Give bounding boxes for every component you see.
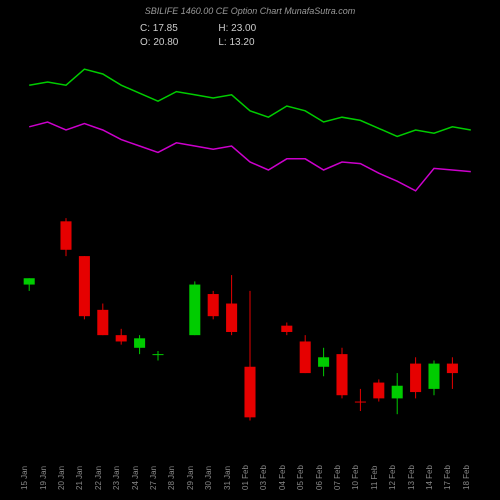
x-axis-label: 15 Jan bbox=[20, 466, 29, 490]
x-axis-label: 23 Jan bbox=[112, 466, 121, 490]
candlestick-group bbox=[24, 218, 458, 420]
candle-body bbox=[410, 364, 421, 392]
candle-body bbox=[60, 221, 71, 249]
ohlc-close: C: 17.85 bbox=[140, 22, 178, 36]
candle-body bbox=[447, 364, 458, 373]
x-axis-label: 07 Feb bbox=[333, 465, 342, 490]
x-axis-label: 19 Jan bbox=[39, 466, 48, 490]
candle-body bbox=[336, 354, 347, 395]
x-axis-label: 12 Feb bbox=[388, 465, 397, 490]
plot-area bbox=[20, 50, 480, 430]
x-axis-label: 17 Feb bbox=[443, 465, 452, 490]
ohlc-readout: C: 17.85 H: 23.00 O: 20.80 L: 13.20 bbox=[140, 22, 256, 50]
candle-body bbox=[373, 383, 384, 399]
x-axis-label: 30 Jan bbox=[204, 466, 213, 490]
candle-body bbox=[318, 357, 329, 366]
x-axis-label: 14 Feb bbox=[425, 465, 434, 490]
x-axis-label: 27 Jan bbox=[149, 466, 158, 490]
candle-body bbox=[189, 285, 200, 336]
x-axis-label: 20 Jan bbox=[57, 466, 66, 490]
line-series-group bbox=[29, 69, 471, 191]
x-axis-label: 01 Feb bbox=[241, 465, 250, 490]
x-axis-label: 24 Jan bbox=[131, 466, 140, 490]
x-axis-label: 05 Feb bbox=[296, 465, 305, 490]
upper-line bbox=[29, 69, 471, 136]
candle-body bbox=[79, 256, 90, 316]
chart-title: SBILIFE 1460.00 CE Option Chart MunafaSu… bbox=[0, 6, 500, 16]
x-axis-label: 06 Feb bbox=[315, 465, 324, 490]
ohlc-high: H: 23.00 bbox=[218, 22, 256, 36]
x-axis-label: 04 Feb bbox=[278, 465, 287, 490]
x-axis-label: 31 Jan bbox=[223, 466, 232, 490]
x-axis-label: 11 Feb bbox=[370, 466, 379, 490]
lower-line bbox=[29, 122, 471, 191]
candle-body bbox=[244, 367, 255, 418]
x-axis: 15 Jan 19 Jan 20 Jan 21 Jan 22 Jan 23 Jan 24 J… bbox=[20, 430, 490, 490]
ohlc-low: L: 13.20 bbox=[218, 36, 256, 50]
candle-body bbox=[428, 364, 439, 389]
x-axis-label: 10 Feb bbox=[351, 465, 360, 490]
candle-body bbox=[97, 310, 108, 335]
candle-body bbox=[355, 402, 366, 403]
candle-body bbox=[208, 294, 219, 316]
x-axis-label: 03 Feb bbox=[259, 465, 268, 490]
x-axis-label: 13 Feb bbox=[407, 465, 416, 490]
x-axis-label: 18 Feb bbox=[462, 465, 471, 490]
x-axis-label: 21 Jan bbox=[75, 466, 84, 490]
ohlc-open: O: 20.80 bbox=[140, 36, 178, 50]
candle-body bbox=[24, 278, 35, 284]
candle-body bbox=[116, 335, 127, 341]
x-axis-label: 29 Jan bbox=[186, 466, 195, 490]
chart-container: SBILIFE 1460.00 CE Option Chart MunafaSu… bbox=[0, 0, 500, 500]
x-axis-label: 28 Jan bbox=[167, 466, 176, 490]
candle-body bbox=[226, 304, 237, 332]
candle-body bbox=[134, 338, 145, 347]
candle-body bbox=[300, 341, 311, 373]
candle-body bbox=[152, 354, 163, 355]
x-axis-label: 22 Jan bbox=[94, 466, 103, 490]
candle-body bbox=[392, 386, 403, 399]
candle-body bbox=[281, 326, 292, 332]
